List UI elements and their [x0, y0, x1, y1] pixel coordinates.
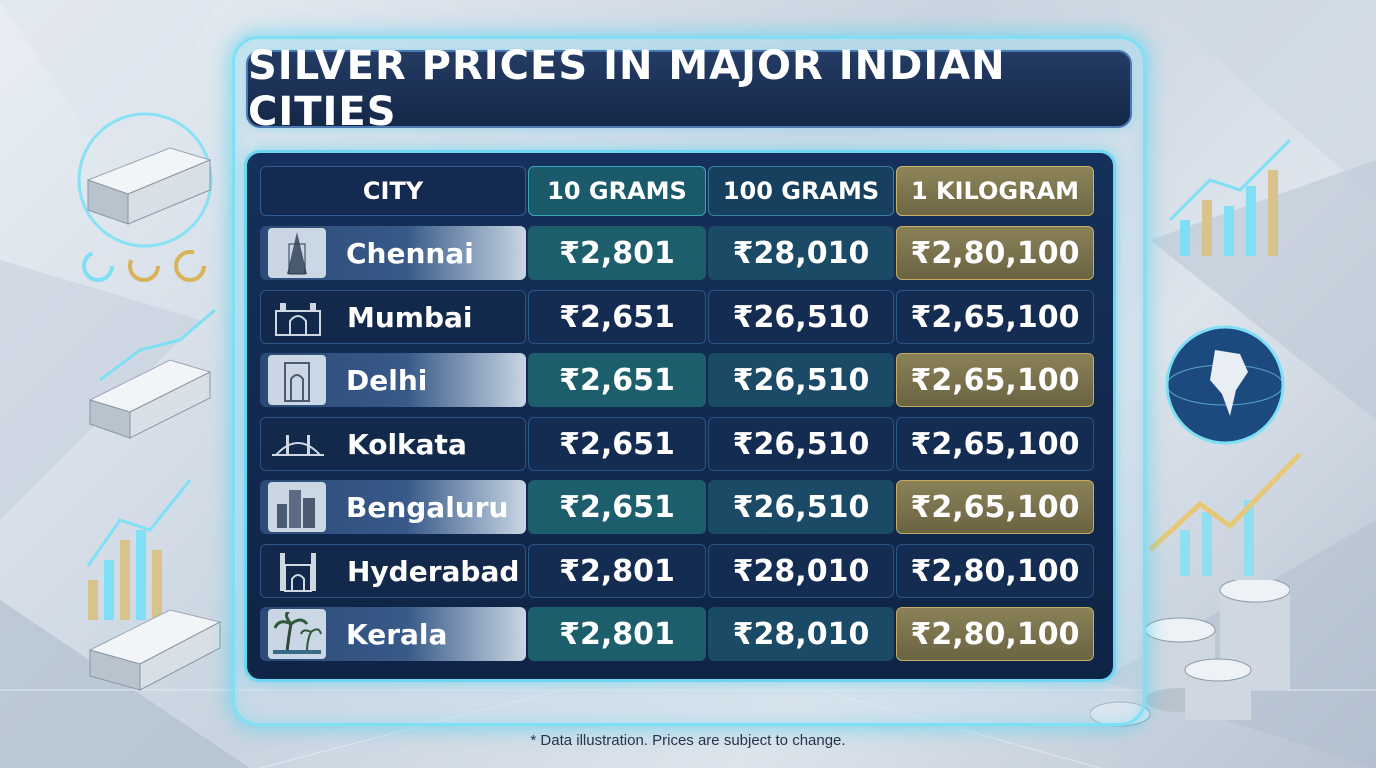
charminar-icon [269, 546, 327, 596]
rupee-coins-icon [1090, 580, 1290, 727]
price-10-grams: ₹2,801 [528, 544, 706, 598]
header-100-grams: 100 GRAMS [708, 166, 894, 216]
header-city: CITY [260, 166, 526, 216]
city-name: Delhi [346, 363, 428, 397]
price-10-grams: ₹2,651 [528, 417, 706, 471]
temple-icon [268, 228, 326, 278]
price-1-kilogram: ₹2,65,100 [896, 290, 1094, 344]
price-100-grams: ₹26,510 [708, 417, 894, 471]
price-1-kilogram: ₹2,65,100 [896, 480, 1094, 534]
price-100-grams: ₹26,510 [708, 353, 894, 407]
title-bar: SILVER PRICES IN MAJOR INDIAN CITIES [246, 43, 1132, 135]
city-name: Chennai [346, 236, 474, 270]
footnote: * Data illustration. Prices are subject … [530, 732, 846, 749]
trend-arrow-icon [1148, 452, 1302, 576]
silver-bar-icon [77, 112, 213, 248]
price-10-grams: ₹2,651 [528, 353, 706, 407]
city-name: Kolkata [347, 427, 467, 461]
price-10-grams: ₹2,801 [528, 607, 706, 661]
table-row-city-kerala: Kerala [260, 607, 526, 661]
skyline-icon [268, 482, 326, 532]
india-gate-icon [268, 355, 326, 405]
globe-icon [1165, 325, 1285, 445]
price-1-kilogram: ₹2,65,100 [896, 417, 1094, 471]
table-row-city-hyderabad: Hyderabad [260, 544, 526, 598]
silver-bar-icon-2 [88, 308, 216, 439]
table-row-city-chennai: Chennai [260, 226, 526, 280]
bar-chart-icon [86, 479, 192, 620]
palm-tree-icon [268, 609, 326, 659]
price-100-grams: ₹28,010 [708, 607, 894, 661]
price-1-kilogram: ₹2,80,100 [896, 607, 1094, 661]
price-1-kilogram: ₹2,80,100 [896, 544, 1094, 598]
price-10-grams: ₹2,801 [528, 226, 706, 280]
header-1-kilogram: 1 KILOGRAM [896, 166, 1094, 216]
table-row-city-bengaluru: Bengaluru [260, 480, 526, 534]
city-name: Hyderabad [347, 554, 520, 588]
price-100-grams: ₹28,010 [708, 226, 894, 280]
city-name: Kerala [346, 617, 448, 651]
price-10-grams: ₹2,651 [528, 480, 706, 534]
price-100-grams: ₹26,510 [708, 480, 894, 534]
price-1-kilogram: ₹2,80,100 [896, 226, 1094, 280]
city-name: Bengaluru [346, 490, 509, 524]
growth-chart-icon [1168, 138, 1292, 256]
silver-bars-stack-icon [88, 609, 222, 691]
header-10-grams: 10 GRAMS [528, 166, 706, 216]
table-row-city-kolkata: Kolkata [260, 417, 526, 471]
table-row-city-mumbai: Mumbai [260, 290, 526, 344]
city-name: Mumbai [347, 300, 473, 334]
price-10-grams: ₹2,651 [528, 290, 706, 344]
price-100-grams: ₹26,510 [708, 290, 894, 344]
gateway-icon [269, 292, 327, 342]
bridge-icon [269, 419, 327, 469]
page-title: SILVER PRICES IN MAJOR INDIAN CITIES [248, 43, 1006, 135]
table-row-city-delhi: Delhi [260, 353, 526, 407]
price-100-grams: ₹28,010 [708, 544, 894, 598]
progress-rings-icon [82, 250, 206, 282]
price-1-kilogram: ₹2,65,100 [896, 353, 1094, 407]
